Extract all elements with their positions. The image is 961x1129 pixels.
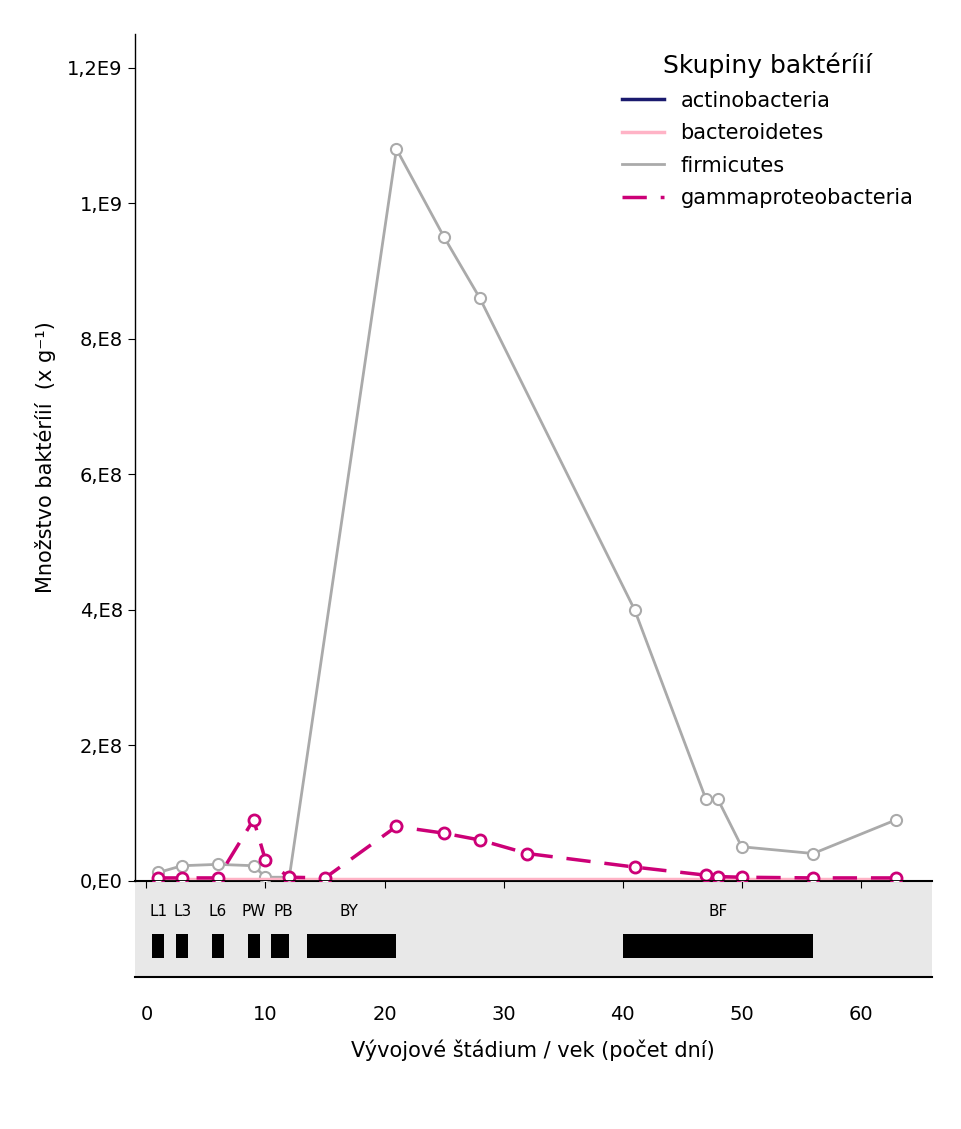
Text: L6: L6 [209,904,227,919]
Text: 50: 50 [729,1005,754,1024]
Text: 20: 20 [372,1005,397,1024]
Y-axis label: Množstvo baktéríií  (x g⁻¹): Množstvo baktéríií (x g⁻¹) [35,322,56,593]
Text: L3: L3 [173,904,191,919]
Legend: actinobacteria, bacteroidetes, firmicutes, gammaproteobacteria: actinobacteria, bacteroidetes, firmicute… [614,44,922,217]
Text: 10: 10 [253,1005,278,1024]
Text: 0: 0 [140,1005,153,1024]
Text: BY: BY [339,904,358,919]
Text: PW: PW [241,904,266,919]
Text: L1: L1 [149,904,167,919]
Text: 60: 60 [849,1005,873,1024]
Text: BF: BF [708,904,727,919]
Text: PB: PB [274,904,293,919]
Text: 30: 30 [491,1005,516,1024]
Text: 40: 40 [610,1005,635,1024]
Text: Vývojové štádium / vek (počet dní): Vývojové štádium / vek (počet dní) [352,1039,715,1061]
